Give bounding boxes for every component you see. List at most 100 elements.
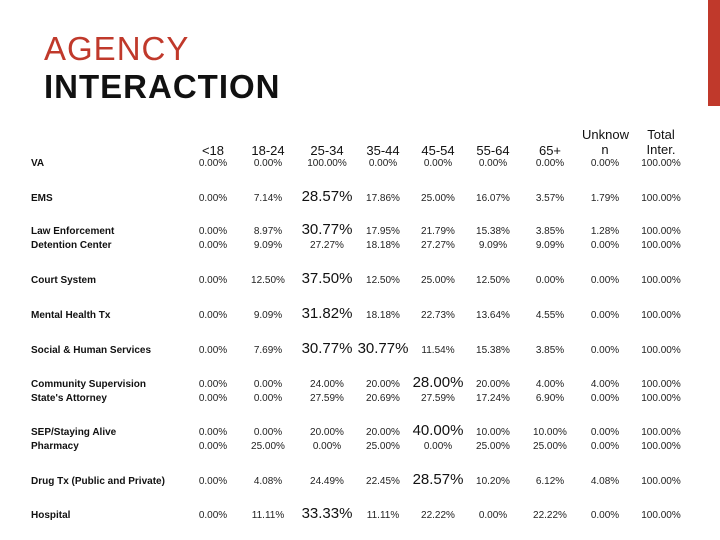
table-cell: 25.00% xyxy=(421,275,455,286)
table-cell: 17.95% xyxy=(366,226,400,237)
table-cell: 7.69% xyxy=(253,345,283,356)
table-cell: 0.00% xyxy=(590,510,620,521)
table-cell-highlight: 40.00% xyxy=(412,422,464,439)
column-header: Total Inter. xyxy=(646,127,676,157)
column-header: 65+ xyxy=(538,143,562,158)
column-header: 55-64 xyxy=(476,143,510,158)
table-cell: 22.73% xyxy=(421,310,455,321)
table-cell: 100.00% xyxy=(641,393,681,404)
table-cell: 10.00% xyxy=(476,427,510,438)
table-cell: 20.00% xyxy=(310,427,344,438)
table-cell: 27.27% xyxy=(421,240,455,251)
table-cell: 0.00% xyxy=(368,158,398,169)
table-cell: 27.59% xyxy=(310,393,344,404)
table-cell: 25.00% xyxy=(533,441,567,452)
table-cell: 18.18% xyxy=(366,240,400,251)
table-cell: 100.00% xyxy=(641,345,681,356)
table-cell: 4.00% xyxy=(535,379,565,390)
table-cell: 11.11% xyxy=(366,510,400,521)
table-cell: 9.09% xyxy=(535,240,565,251)
table-cell-highlight: 37.50% xyxy=(301,270,353,287)
table-cell-highlight: 28.57% xyxy=(301,188,353,205)
table-cell-highlight: 31.82% xyxy=(301,305,353,322)
column-header: 25-34 xyxy=(310,143,344,158)
table-cell: 0.00% xyxy=(590,275,620,286)
table-cell: 20.69% xyxy=(366,393,400,404)
table-cell: 4.08% xyxy=(253,476,283,487)
table-cell: 100.00% xyxy=(641,158,681,169)
table-cell: 0.00% xyxy=(590,441,620,452)
row-label: EMS xyxy=(31,193,53,204)
table-cell: 100.00% xyxy=(307,158,347,169)
table-cell: 0.00% xyxy=(423,158,453,169)
table-cell-highlight: 30.77% xyxy=(357,340,409,357)
table-cell: 15.38% xyxy=(476,226,510,237)
table-cell-highlight: 28.57% xyxy=(412,471,464,488)
table-cell: 100.00% xyxy=(641,310,681,321)
table-cell: 9.09% xyxy=(253,310,283,321)
table-cell: 100.00% xyxy=(641,193,681,204)
row-label: Pharmacy xyxy=(31,441,79,452)
table-cell: 0.00% xyxy=(198,393,228,404)
row-label: VA xyxy=(31,158,45,169)
table-cell: 0.00% xyxy=(198,310,228,321)
table-cell: 10.00% xyxy=(533,427,567,438)
table-cell: 0.00% xyxy=(253,427,283,438)
table-cell: 0.00% xyxy=(198,441,228,452)
row-label: Court System xyxy=(31,275,97,286)
table-cell: 0.00% xyxy=(423,441,453,452)
row-label: Social & Human Services xyxy=(31,345,152,356)
table-cell: 100.00% xyxy=(641,510,681,521)
table-cell-highlight: 28.00% xyxy=(412,374,464,391)
column-header: 35-44 xyxy=(366,143,400,158)
table-cell: 100.00% xyxy=(641,476,681,487)
table-cell: 3.85% xyxy=(535,226,565,237)
table-cell: 0.00% xyxy=(198,193,228,204)
table-cell: 0.00% xyxy=(198,379,228,390)
table-cell: 0.00% xyxy=(478,510,508,521)
table-cell: 22.22% xyxy=(421,510,455,521)
table-cell: 13.64% xyxy=(476,310,510,321)
table-cell: 0.00% xyxy=(198,275,228,286)
row-label: SEP/Staying Alive xyxy=(31,427,117,438)
table-cell: 20.00% xyxy=(366,427,400,438)
table-cell: 3.57% xyxy=(535,193,565,204)
table-cell: 21.79% xyxy=(421,226,455,237)
table-cell: 0.00% xyxy=(198,240,228,251)
table-cell: 100.00% xyxy=(641,226,681,237)
row-label: State's Attorney xyxy=(31,393,107,404)
table-cell: 18.18% xyxy=(366,310,400,321)
table-cell: 8.97% xyxy=(253,226,283,237)
table-cell: 0.00% xyxy=(478,158,508,169)
table-cell: 12.50% xyxy=(476,275,510,286)
table-cell: 3.85% xyxy=(535,345,565,356)
table-cell: 0.00% xyxy=(198,158,228,169)
table-cell: 100.00% xyxy=(641,379,681,390)
row-label: Detention Center xyxy=(31,240,112,251)
column-header: <18 xyxy=(201,143,225,158)
table-cell: 0.00% xyxy=(198,427,228,438)
table-cell: 4.00% xyxy=(590,379,620,390)
table-cell: 11.11% xyxy=(251,510,285,521)
table-cell: 11.54% xyxy=(421,345,455,356)
table-cell: 0.00% xyxy=(590,427,620,438)
table-cell: 1.79% xyxy=(590,193,620,204)
table-cell: 27.27% xyxy=(310,240,344,251)
table-cell: 12.50% xyxy=(251,275,285,286)
row-label: Hospital xyxy=(31,510,71,521)
row-label: Mental Health Tx xyxy=(31,310,111,321)
table-cell: 10.20% xyxy=(476,476,510,487)
table-cell: 24.00% xyxy=(310,379,344,390)
table-cell: 17.86% xyxy=(366,193,400,204)
table-cell: 0.00% xyxy=(590,345,620,356)
table-cell: 16.07% xyxy=(476,193,510,204)
table-cell: 20.00% xyxy=(366,379,400,390)
table-cell: 22.45% xyxy=(366,476,400,487)
title-line-1: AGENCY xyxy=(44,30,190,67)
table-cell: 0.00% xyxy=(535,275,565,286)
table-cell: 0.00% xyxy=(590,310,620,321)
table-cell: 24.49% xyxy=(310,476,344,487)
table-cell: 27.59% xyxy=(421,393,455,404)
row-label: Law Enforcement xyxy=(31,226,115,237)
column-header: Unknow n xyxy=(582,127,629,157)
